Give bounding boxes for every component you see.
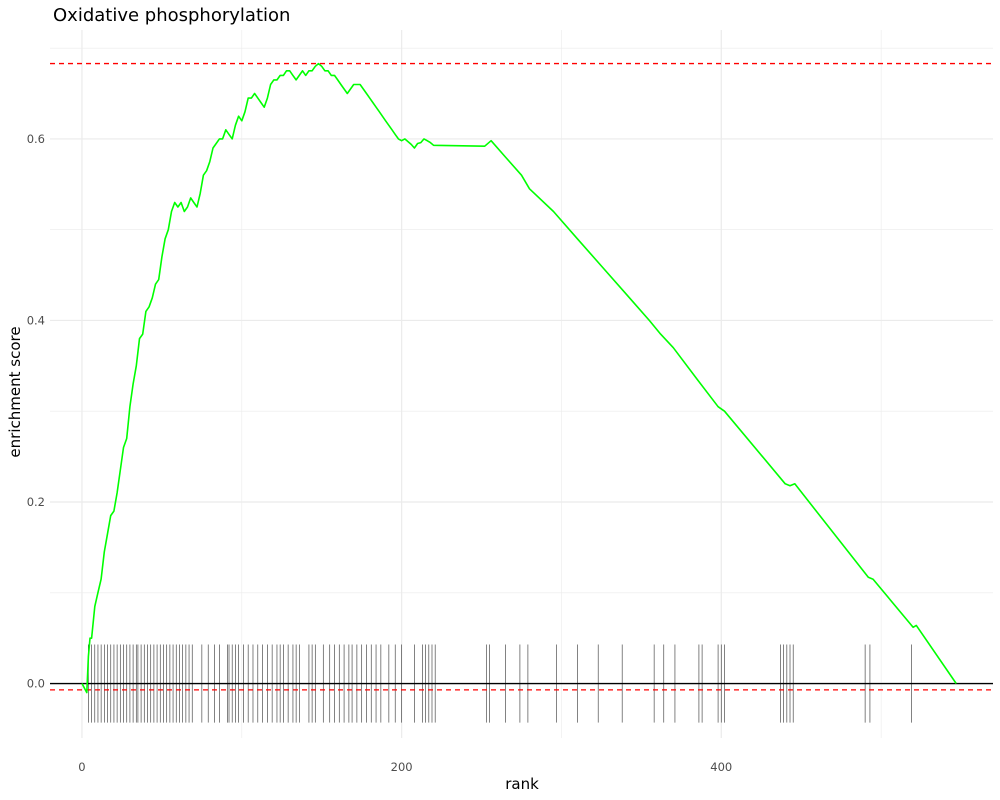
- y-tick-label: 0.0: [27, 677, 45, 691]
- y-tick-label: 0.2: [27, 495, 45, 509]
- y-tick-label: 0.6: [27, 132, 45, 146]
- y-tick-label: 0.4: [27, 313, 45, 327]
- reference-lines: [50, 62, 993, 691]
- x-tick-label: 400: [710, 760, 732, 774]
- enrichment-curve: [81, 62, 957, 694]
- chart-title: Oxidative phosphorylation: [53, 5, 290, 26]
- x-tick-label: 200: [391, 760, 413, 774]
- grid-lines: [50, 30, 993, 738]
- x-tick-label: 0: [78, 760, 85, 774]
- enrichment-curve-layer: [81, 62, 957, 694]
- y-axis-label: enrichment score: [6, 326, 24, 457]
- x-axis-label: rank: [505, 775, 539, 793]
- tick-labels: 0 200 400 0.0 0.2 0.4 0.6: [27, 132, 733, 774]
